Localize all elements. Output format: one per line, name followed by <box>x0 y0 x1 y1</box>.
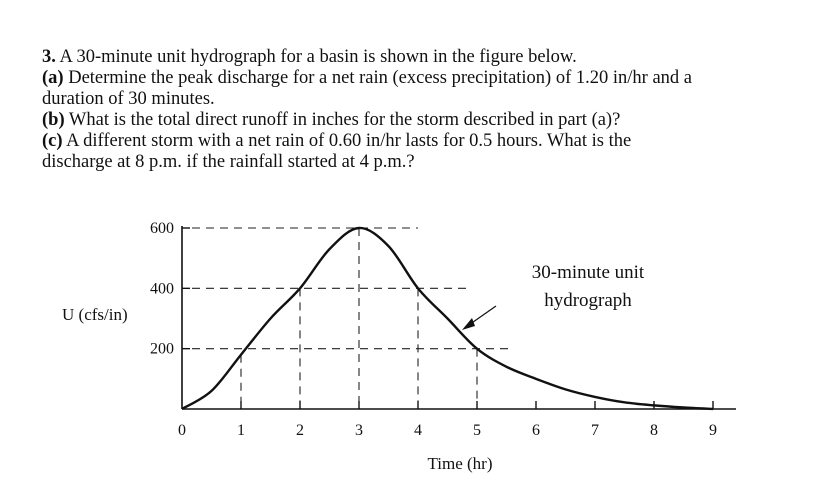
x-tick-label: 6 <box>532 422 540 439</box>
x-tick-label: 0 <box>178 422 186 439</box>
part-a-line-2: duration of 30 minutes. <box>42 89 215 109</box>
y-tick-label: 400 <box>150 280 174 297</box>
problem-text: 3. A 30-minute unit hydrograph for a bas… <box>42 47 812 173</box>
part-b-line-1: (b) What is the total direct runoff in i… <box>42 110 812 131</box>
hydrograph-curve <box>181 226 714 411</box>
y-tick-label: 600 <box>150 220 174 237</box>
y-ticks: 200 400 600 <box>150 220 190 358</box>
part-b-text: What is the total direct runoff in inche… <box>68 110 621 130</box>
x-tick-label: 5 <box>473 422 481 439</box>
part-a-label: (a) <box>42 68 64 88</box>
annotation-arrow <box>462 305 497 330</box>
problem-line-1: 3. A 30-minute unit hydrograph for a bas… <box>42 47 812 68</box>
annotation-line-2: hydrograph <box>544 290 632 311</box>
part-c-line-1: (c) A different storm with a net rain of… <box>42 131 812 152</box>
x-tick-label: 1 <box>237 422 245 439</box>
x-tick-label: 8 <box>650 422 658 439</box>
problem-number: 3. <box>42 47 56 67</box>
y-tick-label: 200 <box>150 341 174 358</box>
x-tick-label: 3 <box>355 422 363 439</box>
x-tick-label: 4 <box>414 422 422 439</box>
part-c-label: (c) <box>42 131 63 151</box>
chart-axes <box>181 226 736 410</box>
guide-lines <box>192 227 511 401</box>
annotation-line-1: 30-minute unit <box>532 262 645 283</box>
x-axis-title: Time (hr) <box>427 454 492 473</box>
x-tick-label: 2 <box>296 422 304 439</box>
part-c-text: A different storm with a net rain of 0.6… <box>66 131 632 151</box>
x-tick-label: 9 <box>709 422 717 439</box>
y-axis-title: U (cfs/in) <box>62 305 128 324</box>
problem-intro: A 30-minute unit hydrograph for a basin … <box>59 47 577 67</box>
x-ticks: 0 1 2 3 4 5 6 7 8 9 <box>178 401 717 439</box>
part-a-text: Determine the peak discharge for a net r… <box>68 68 692 88</box>
x-tick-label: 7 <box>591 422 599 439</box>
part-b-label: (b) <box>42 110 65 130</box>
part-a-line-1: (a) Determine the peak discharge for a n… <box>42 68 812 89</box>
part-c-line-2: discharge at 8 p.m. if the rainfall star… <box>42 152 415 172</box>
